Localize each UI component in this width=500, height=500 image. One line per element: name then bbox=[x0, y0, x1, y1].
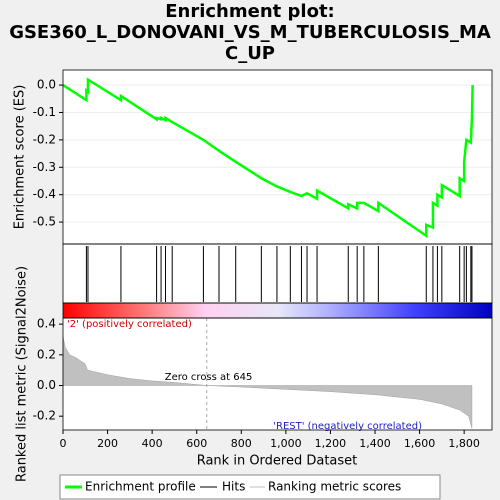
y-tick-label: -0.2 bbox=[33, 132, 56, 146]
y-tick-label: 0.0 bbox=[37, 378, 56, 392]
title-line: Enrichment plot: bbox=[165, 1, 335, 22]
y-tick-label: -0.3 bbox=[33, 160, 56, 174]
y-tick-label: -0.1 bbox=[33, 105, 56, 119]
title-line: C_UP bbox=[225, 43, 275, 64]
x-tick-label: 400 bbox=[142, 437, 163, 450]
legend-label: Ranking metric scores bbox=[268, 480, 401, 494]
es-curve bbox=[62, 77, 474, 239]
y-axis-label: Enrichment score (ES) bbox=[13, 85, 28, 230]
zero-cross-label: Zero cross at 645 bbox=[165, 372, 253, 383]
panel-frame bbox=[62, 317, 493, 431]
x-tick-label: 1,800 bbox=[448, 437, 480, 450]
legend-label: Hits bbox=[222, 480, 245, 494]
pos-label: '2' (positively correlated) bbox=[67, 319, 192, 330]
x-tick-label: 1,000 bbox=[270, 437, 302, 450]
y-tick-label: 0.2 bbox=[37, 347, 56, 361]
title-line: GSE360_L_DONOVANI_VS_M_TUBERCULOSIS_MA bbox=[9, 22, 491, 43]
x-tick-label: 0 bbox=[60, 437, 67, 450]
y-tick-label: -0.2 bbox=[33, 409, 56, 423]
x-tick-label: 600 bbox=[186, 437, 207, 450]
legend-label: Enrichment profile bbox=[85, 480, 196, 494]
x-axis-label: Rank in Ordered Dataset bbox=[197, 454, 358, 469]
color-bar bbox=[63, 303, 492, 318]
y-tick-label: 0.0 bbox=[37, 78, 56, 92]
x-tick-label: 200 bbox=[97, 437, 118, 450]
x-tick-label: 800 bbox=[231, 437, 252, 450]
x-tick-label: 1,200 bbox=[315, 437, 347, 450]
plot-area bbox=[63, 70, 492, 430]
x-tick-label: 1,600 bbox=[404, 437, 436, 450]
y-tick-label: 0.4 bbox=[37, 317, 56, 331]
y-tick-label: -0.4 bbox=[33, 187, 56, 201]
neg-label: 'REST' (negatively correlated) bbox=[273, 421, 422, 432]
y-tick-label: -0.5 bbox=[33, 215, 56, 229]
x-tick-label: 1,400 bbox=[359, 437, 391, 450]
y-axis-label: Ranked list metric (Signal2Noise) bbox=[15, 266, 30, 482]
